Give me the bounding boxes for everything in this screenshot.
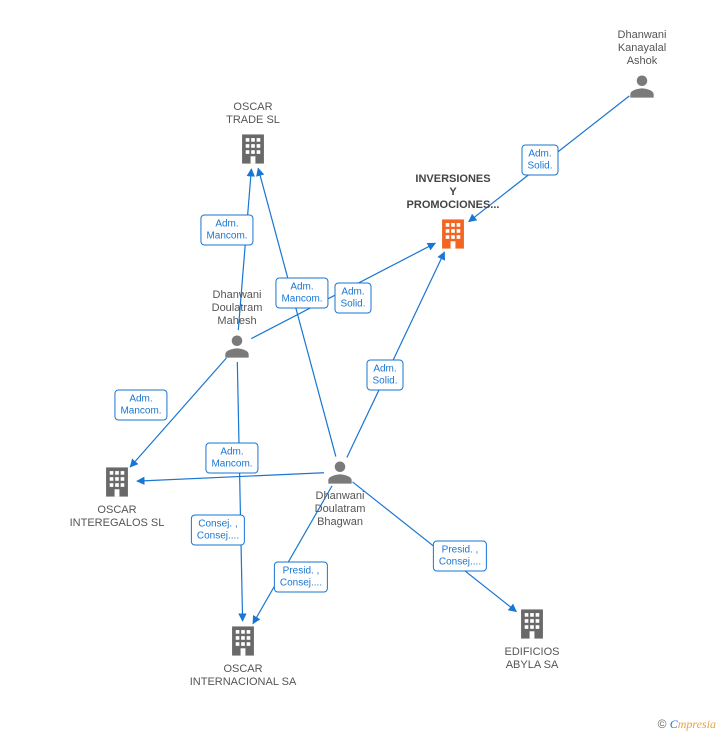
edge [258, 168, 336, 456]
watermark-brand: mpresia [678, 717, 716, 731]
edge-label: Adm. Mancom. [205, 443, 258, 474]
building-icon [517, 607, 547, 641]
building-icon [102, 465, 132, 499]
node-label: Dhanwani Doulatram Mahesh [212, 289, 263, 329]
network-diagram [0, 0, 728, 740]
node-label: OSCAR TRADE SL [226, 101, 280, 127]
node-label: INVERSIONES Y PROMOCIONES... [407, 173, 500, 213]
edge [137, 473, 324, 481]
edge-label: Adm. Mancom. [200, 215, 253, 246]
building-icon [438, 217, 468, 251]
edge-label: Adm. Mancom. [114, 390, 167, 421]
node-label: OSCAR INTERNACIONAL SA [190, 663, 297, 689]
edge-label: Adm. Solid. [521, 145, 558, 176]
node-label: Dhanwani Doulatram Bhagwan [315, 490, 366, 530]
watermark: © Cmpresia [658, 717, 716, 732]
edge [237, 362, 242, 621]
node-label: OSCAR INTEREGALOS SL [70, 504, 165, 530]
building-icon [228, 624, 258, 658]
edge-label: Adm. Solid. [366, 360, 403, 391]
building-icon [238, 132, 268, 166]
edge-label: Presid. , Consej.... [433, 541, 487, 572]
edge-label: Consej. , Consej.... [191, 515, 245, 546]
edge-label: Adm. Solid. [334, 283, 371, 314]
edge-label: Presid. , Consej.... [274, 562, 328, 593]
person-icon [628, 72, 656, 100]
person-icon [223, 332, 251, 360]
node-label: EDIFICIOS ABYLA SA [504, 646, 559, 672]
copyright-symbol: © [658, 717, 667, 731]
person-icon [326, 458, 354, 486]
node-label: Dhanwani Kanayalal Ashok [618, 29, 667, 69]
edge-label: Adm. Mancom. [275, 278, 328, 309]
